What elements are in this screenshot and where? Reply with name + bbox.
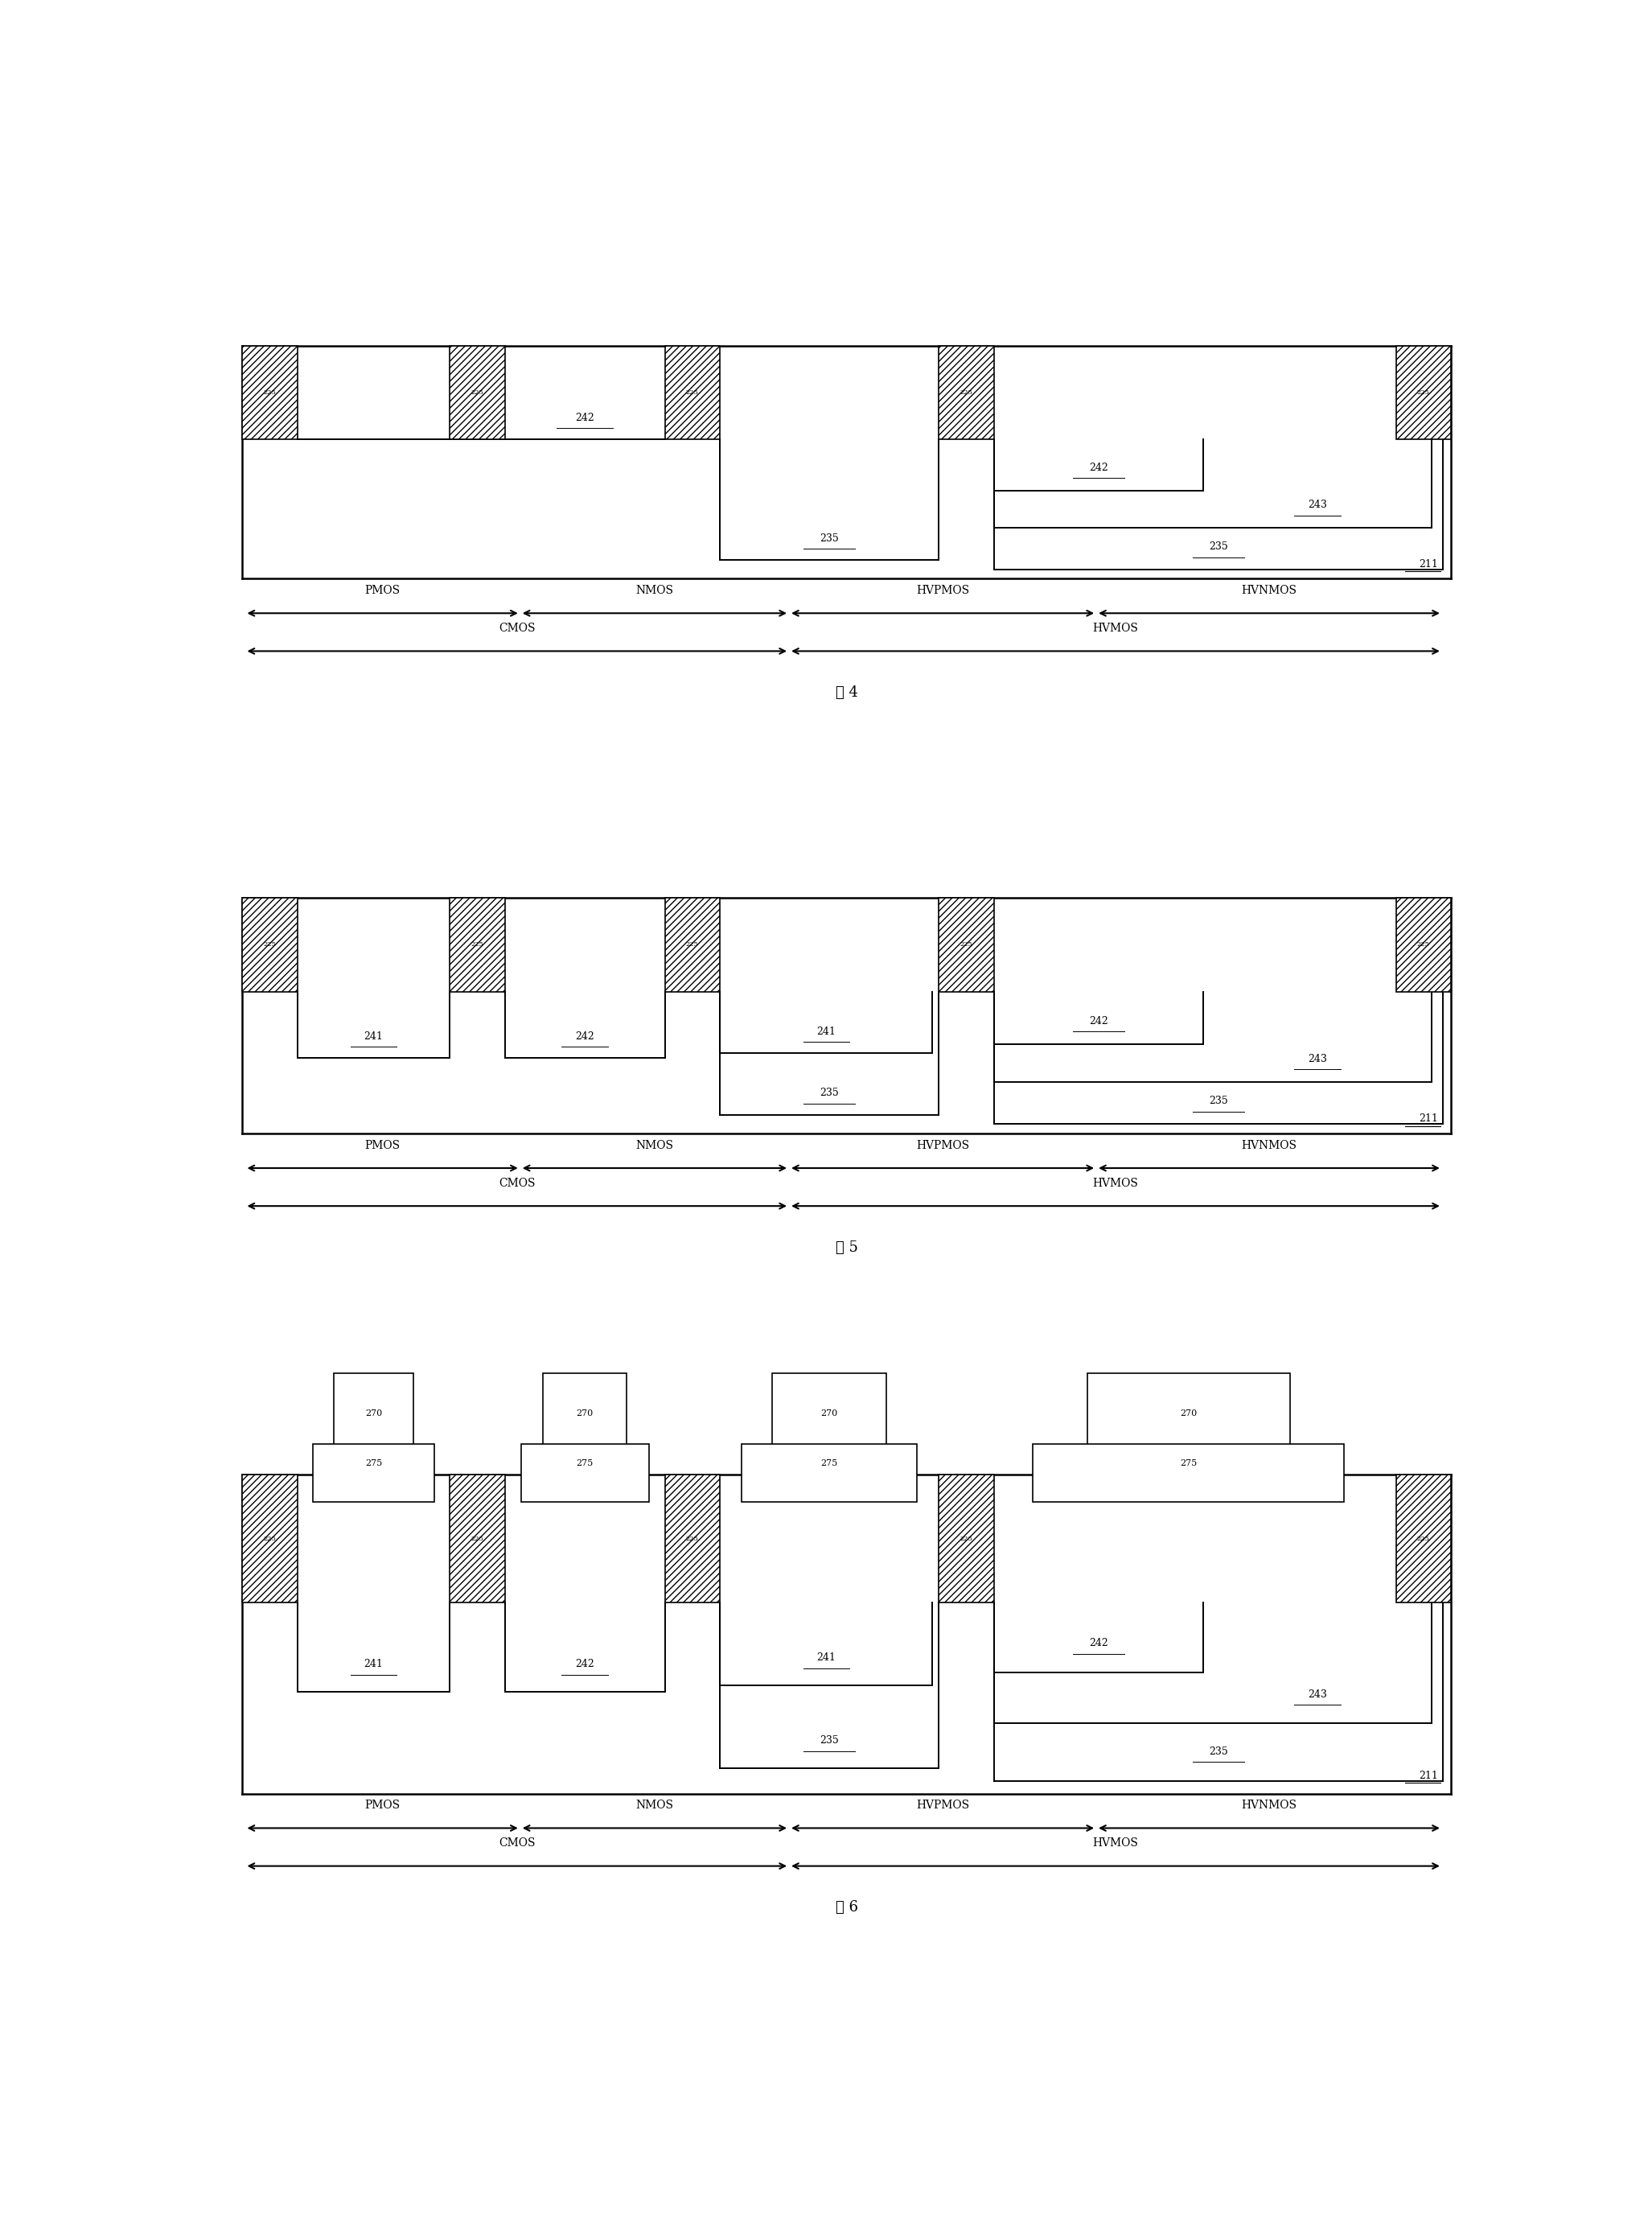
Text: HVPMOS: HVPMOS — [917, 584, 970, 595]
Text: 235: 235 — [819, 1088, 839, 1099]
Text: 225: 225 — [686, 1535, 699, 1542]
Text: 图 6: 图 6 — [836, 1900, 857, 1916]
Bar — [742, 1444, 917, 1502]
Text: PMOS: PMOS — [365, 584, 400, 595]
Bar — [243, 897, 297, 991]
Text: 225: 225 — [960, 942, 973, 949]
Text: 225: 225 — [686, 942, 699, 949]
Text: 270: 270 — [1180, 1410, 1198, 1417]
Text: 图 4: 图 4 — [836, 685, 857, 700]
Text: 225: 225 — [1417, 942, 1431, 949]
Text: 235: 235 — [1209, 1097, 1227, 1106]
Text: 235: 235 — [1209, 1746, 1227, 1757]
Text: 225: 225 — [263, 389, 276, 396]
Text: CMOS: CMOS — [499, 622, 535, 633]
Text: HVMOS: HVMOS — [1092, 1837, 1138, 1849]
Text: HVMOS: HVMOS — [1092, 622, 1138, 633]
Text: 275: 275 — [821, 1459, 838, 1468]
Text: 225: 225 — [1417, 1535, 1431, 1542]
Text: 241: 241 — [363, 1658, 383, 1670]
Text: HVMOS: HVMOS — [1092, 1177, 1138, 1188]
Bar — [1396, 347, 1450, 439]
Bar — [334, 1372, 413, 1475]
Bar — [544, 1372, 626, 1475]
Bar — [243, 347, 297, 439]
Text: NMOS: NMOS — [636, 584, 674, 595]
Text: 270: 270 — [821, 1410, 838, 1417]
Text: CMOS: CMOS — [499, 1177, 535, 1188]
Text: 225: 225 — [471, 389, 484, 396]
Text: 275: 275 — [577, 1459, 593, 1468]
Bar — [312, 1444, 434, 1502]
Text: 243: 243 — [1308, 1690, 1327, 1699]
Text: 270: 270 — [365, 1410, 382, 1417]
Text: 225: 225 — [1417, 389, 1431, 396]
Text: 270: 270 — [577, 1410, 593, 1417]
Text: 225: 225 — [263, 942, 276, 949]
Text: 225: 225 — [960, 1535, 973, 1542]
Text: 243: 243 — [1308, 1054, 1327, 1063]
Text: HVPMOS: HVPMOS — [917, 1139, 970, 1150]
Text: 225: 225 — [471, 1535, 484, 1542]
Text: 243: 243 — [1308, 499, 1327, 510]
Text: 235: 235 — [819, 1734, 839, 1746]
Text: 241: 241 — [816, 1027, 836, 1036]
Bar — [449, 347, 506, 439]
Text: 225: 225 — [471, 942, 484, 949]
Bar — [449, 1475, 506, 1602]
Text: 242: 242 — [575, 412, 595, 423]
Bar — [449, 897, 506, 991]
Text: 211: 211 — [1419, 1115, 1439, 1123]
Text: 235: 235 — [1209, 542, 1227, 553]
Text: 211: 211 — [1419, 1770, 1439, 1781]
Text: 275: 275 — [1180, 1459, 1198, 1468]
Text: 242: 242 — [575, 1658, 595, 1670]
Text: 241: 241 — [816, 1652, 836, 1663]
Text: PMOS: PMOS — [365, 1139, 400, 1150]
Bar — [938, 897, 995, 991]
Bar — [773, 1372, 885, 1475]
Text: HVNMOS: HVNMOS — [1241, 1799, 1297, 1811]
Text: 225: 225 — [960, 389, 973, 396]
Bar — [1396, 897, 1450, 991]
Text: CMOS: CMOS — [499, 1837, 535, 1849]
Text: 235: 235 — [819, 533, 839, 544]
Text: 242: 242 — [1089, 463, 1108, 472]
Bar — [938, 1475, 995, 1602]
Text: 242: 242 — [575, 1032, 595, 1041]
Bar — [520, 1444, 649, 1502]
Text: HVPMOS: HVPMOS — [917, 1799, 970, 1811]
Text: 图 5: 图 5 — [836, 1240, 857, 1256]
Text: NMOS: NMOS — [636, 1139, 674, 1150]
Bar — [664, 897, 720, 991]
Bar — [664, 1475, 720, 1602]
Text: 242: 242 — [1089, 1016, 1108, 1027]
Bar — [1032, 1444, 1345, 1502]
Bar — [243, 1475, 297, 1602]
Text: HVNMOS: HVNMOS — [1241, 1139, 1297, 1150]
Text: HVNMOS: HVNMOS — [1241, 584, 1297, 595]
Bar — [938, 347, 995, 439]
Text: 242: 242 — [1089, 1638, 1108, 1649]
Text: 225: 225 — [686, 389, 699, 396]
Bar — [664, 347, 720, 439]
Text: PMOS: PMOS — [365, 1799, 400, 1811]
Text: 275: 275 — [365, 1459, 382, 1468]
Text: NMOS: NMOS — [636, 1799, 674, 1811]
Bar — [1087, 1372, 1290, 1475]
Text: 241: 241 — [363, 1032, 383, 1041]
Bar — [1396, 1475, 1450, 1602]
Text: 211: 211 — [1419, 560, 1439, 568]
Text: 225: 225 — [263, 1535, 276, 1542]
